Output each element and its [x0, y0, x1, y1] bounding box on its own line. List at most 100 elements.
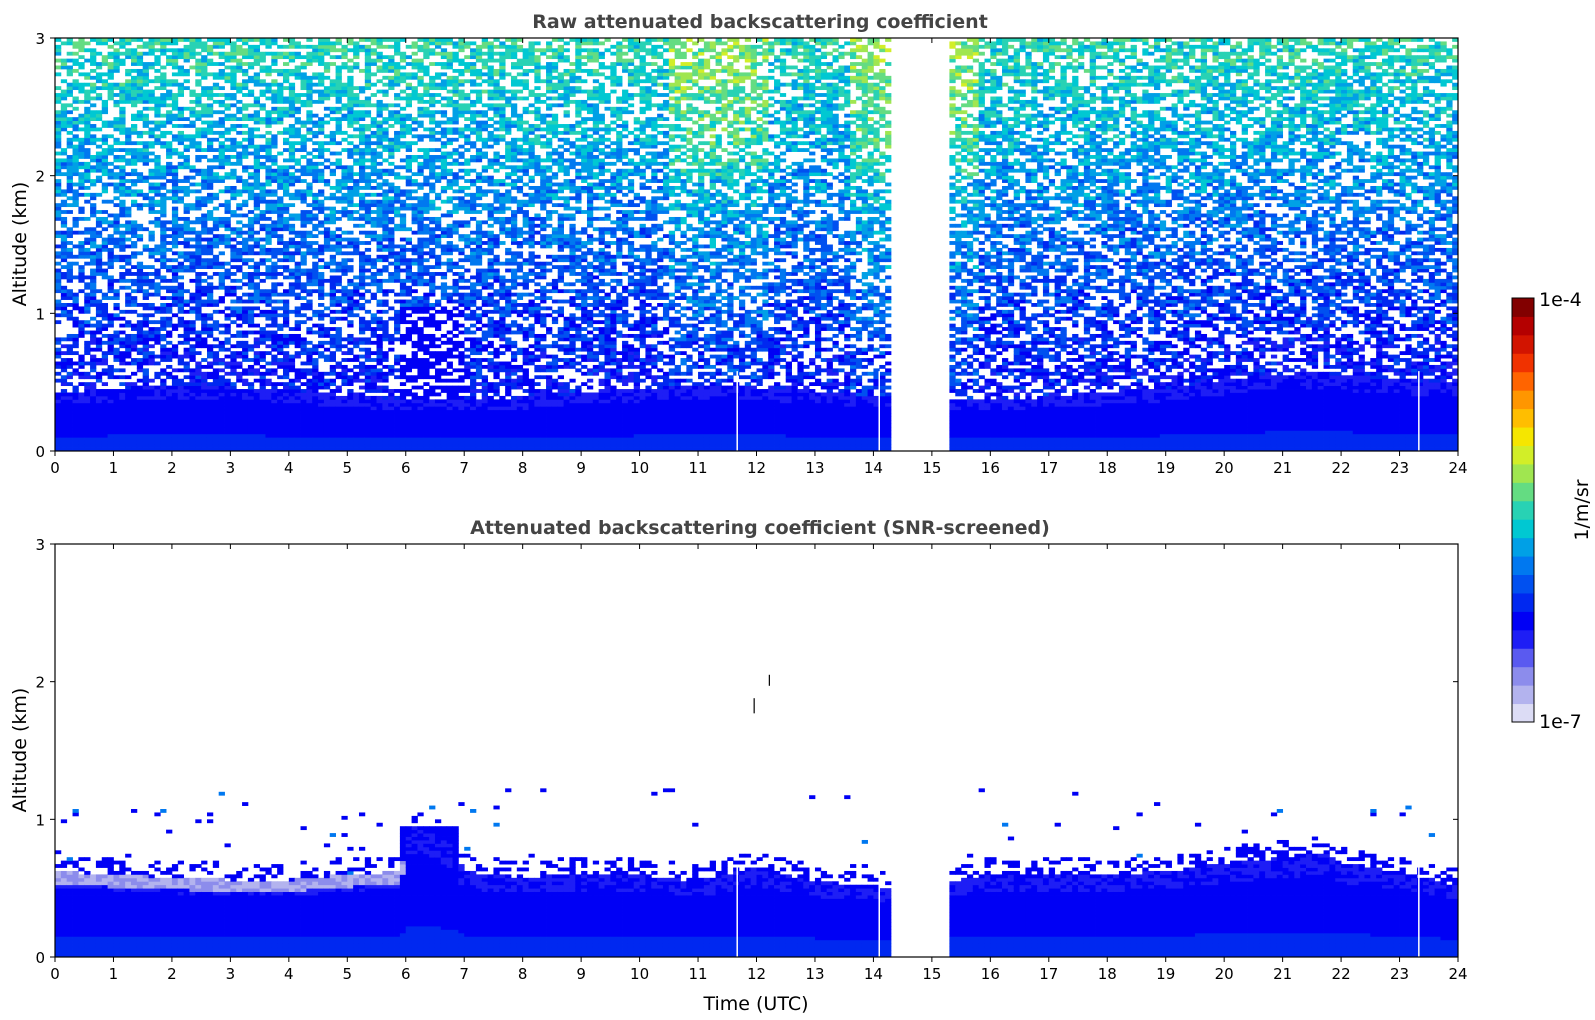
heatmap-cell — [166, 196, 172, 200]
heatmap-cell — [160, 121, 166, 125]
heatmap-cell — [78, 72, 84, 76]
heatmap-cell — [78, 255, 84, 259]
heatmap-cell — [84, 124, 90, 128]
heatmap-cell — [78, 231, 84, 235]
heatmap-cell — [102, 107, 108, 111]
heatmap-cell — [96, 430, 102, 434]
heatmap-cell — [119, 423, 125, 427]
heatmap-cell — [108, 334, 114, 338]
heatmap-cell — [61, 265, 67, 269]
heatmap-cell — [119, 62, 125, 66]
heatmap-cell — [113, 406, 119, 410]
heatmap-cell — [102, 155, 108, 159]
heatmap-cell — [90, 386, 96, 390]
heatmap-cell — [119, 437, 125, 441]
heatmap-cell — [125, 382, 131, 386]
heatmap-cell — [96, 193, 102, 197]
heatmap-cell — [90, 227, 96, 231]
heatmap-cell — [131, 124, 137, 128]
heatmap-cell — [73, 420, 79, 424]
heatmap-cell — [96, 114, 102, 118]
heatmap-cell — [113, 358, 119, 362]
heatmap-cell — [143, 152, 149, 156]
heatmap-cell — [119, 275, 125, 279]
heatmap-cell — [84, 434, 90, 438]
heatmap-cell — [119, 203, 125, 207]
heatmap-cell — [102, 121, 108, 125]
heatmap-cell — [61, 251, 67, 255]
heatmap-cell — [160, 186, 166, 190]
heatmap-cell — [96, 265, 102, 269]
heatmap-cell — [90, 337, 96, 341]
heatmap-cell — [160, 410, 166, 414]
heatmap-cell — [67, 441, 73, 445]
heatmap-cell — [67, 403, 73, 407]
heatmap-cell — [84, 176, 90, 180]
heatmap-cell — [154, 258, 160, 262]
heatmap-cell — [125, 179, 131, 183]
heatmap-cell — [154, 69, 160, 73]
heatmap-cell — [108, 148, 114, 152]
heatmap-cell — [113, 375, 119, 379]
heatmap-cell — [73, 158, 79, 162]
heatmap-cell — [90, 275, 96, 279]
heatmap-cell — [108, 413, 114, 417]
heatmap-cell — [67, 375, 73, 379]
heatmap-cell — [143, 413, 149, 417]
heatmap-cell — [137, 386, 143, 390]
heatmap-cell — [90, 289, 96, 293]
heatmap-cell — [78, 265, 84, 269]
heatmap-cell — [149, 66, 155, 70]
heatmap-cell — [113, 224, 119, 228]
heatmap-cell — [55, 355, 61, 359]
heatmap-cell — [67, 317, 73, 321]
heatmap-cell — [119, 427, 125, 431]
heatmap-cell — [67, 52, 73, 56]
heatmap-cell — [113, 203, 119, 207]
heatmap-cell — [90, 437, 96, 441]
heatmap-cell — [125, 286, 131, 290]
heatmap-cell — [131, 193, 137, 197]
heatmap-cell — [90, 245, 96, 249]
heatmap-cell — [149, 265, 155, 269]
heatmap-cell — [166, 351, 172, 355]
heatmap-cell — [119, 406, 125, 410]
heatmap-cell — [119, 444, 125, 448]
heatmap-cell — [154, 375, 160, 379]
heatmap-cell — [108, 134, 114, 138]
heatmap-cell — [160, 406, 166, 410]
heatmap-cell — [102, 417, 108, 421]
heatmap-cell — [96, 444, 102, 448]
heatmap-cell — [154, 337, 160, 341]
heatmap-cell — [149, 306, 155, 310]
heatmap-cell — [149, 434, 155, 438]
heatmap-cell — [131, 324, 137, 328]
heatmap-cell — [149, 427, 155, 431]
heatmap-cell — [125, 52, 131, 56]
heatmap-cell — [143, 131, 149, 135]
heatmap-cell — [108, 296, 114, 300]
heatmap-cell — [160, 234, 166, 238]
heatmap-cell — [67, 289, 73, 293]
heatmap-cell — [73, 100, 79, 104]
heatmap-cell — [61, 200, 67, 204]
heatmap-cell — [137, 86, 143, 90]
heatmap-cell — [113, 158, 119, 162]
heatmap-cell — [143, 179, 149, 183]
heatmap-cell — [61, 220, 67, 224]
heatmap-cell — [90, 389, 96, 393]
heatmap-cell — [113, 66, 119, 70]
heatmap-cell — [131, 327, 137, 331]
heatmap-cell — [84, 430, 90, 434]
heatmap-cell — [143, 45, 149, 49]
heatmap-cell — [55, 441, 61, 445]
heatmap-cell — [137, 224, 143, 228]
heatmap-cell — [131, 162, 137, 166]
heatmap-cell — [149, 97, 155, 101]
heatmap-cell — [90, 365, 96, 369]
heatmap-cell — [154, 392, 160, 396]
heatmap-cell — [96, 41, 102, 45]
heatmap-cell — [143, 372, 149, 376]
heatmap-cell — [108, 375, 114, 379]
heatmap-cell — [78, 55, 84, 59]
